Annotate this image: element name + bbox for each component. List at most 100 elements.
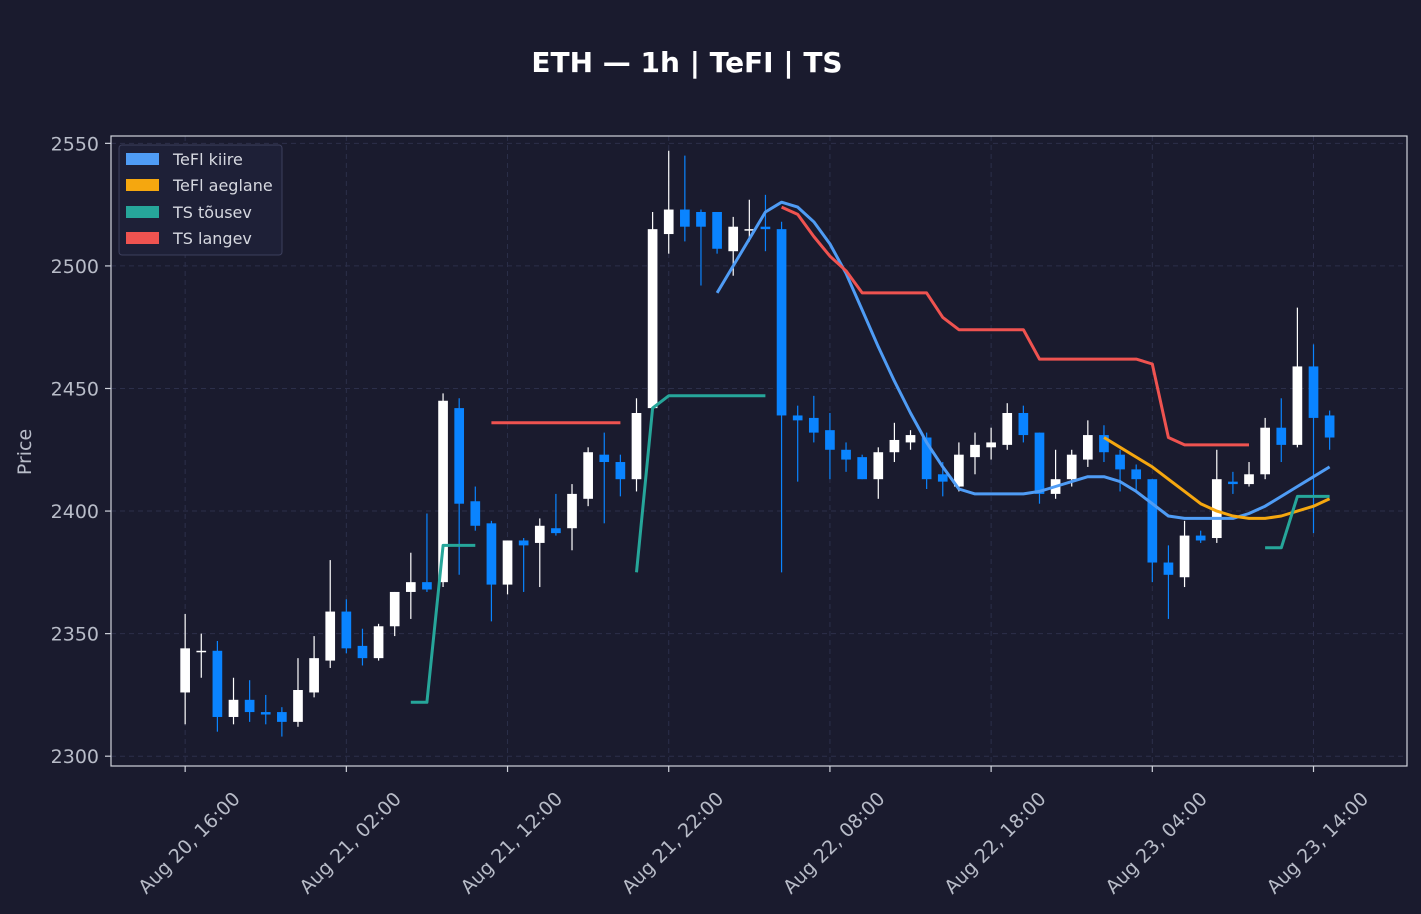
series-line-ts-t-usev <box>410 543 476 704</box>
candle-body <box>1115 454 1125 470</box>
candle-body <box>905 435 916 443</box>
candle <box>567 484 577 551</box>
candle <box>1083 420 1093 467</box>
candle-body <box>1179 535 1190 578</box>
legend-item-ts-up: TS tõusev <box>126 203 252 222</box>
candle-body <box>1099 435 1109 453</box>
candle <box>760 194 771 252</box>
series-line-ts-t-usev <box>635 394 766 573</box>
candle-body <box>405 582 416 592</box>
candle <box>615 454 626 497</box>
candle-body <box>357 645 368 659</box>
candle-body <box>486 523 497 585</box>
candle <box>486 520 497 622</box>
candle-body <box>696 211 706 227</box>
candle <box>808 395 819 443</box>
candle <box>1292 307 1303 448</box>
candle <box>325 560 336 668</box>
candle <box>534 518 545 588</box>
candle-body <box>1163 562 1174 575</box>
candle <box>776 221 787 573</box>
candle-body <box>389 591 400 627</box>
candle-body <box>196 650 207 653</box>
candle <box>1276 398 1287 463</box>
legend-item-ts-down: TS langev <box>126 229 252 248</box>
candle-body <box>1292 366 1303 445</box>
candle <box>196 633 207 678</box>
y-tick-label: 2300 <box>51 746 99 768</box>
candle <box>905 430 916 450</box>
candle-body <box>438 400 448 583</box>
candle <box>180 614 190 725</box>
candle-body <box>792 415 803 421</box>
candle <box>389 591 400 637</box>
candle <box>1099 425 1109 463</box>
legend-swatch-slow <box>126 179 159 191</box>
candle <box>986 427 996 460</box>
candle <box>309 636 319 698</box>
candle <box>712 211 722 254</box>
candle <box>696 209 706 286</box>
candle <box>744 199 755 242</box>
candle-body <box>309 658 319 693</box>
candle <box>293 658 303 727</box>
series-line-ts-langev <box>780 205 1249 447</box>
candle <box>1324 410 1335 450</box>
candle-body <box>1244 474 1254 485</box>
candle-body <box>712 211 722 249</box>
candle <box>663 150 674 254</box>
candle-body <box>1211 479 1222 539</box>
candle <box>857 454 867 480</box>
candle <box>277 707 287 737</box>
candle-body <box>1260 427 1270 475</box>
candle <box>1163 545 1174 619</box>
candle-body <box>1018 413 1029 436</box>
candle-body <box>1131 469 1142 480</box>
candle <box>1308 344 1319 534</box>
candle-body <box>551 528 561 534</box>
candle-body <box>857 457 867 480</box>
candle-body <box>422 582 432 590</box>
candle-body <box>1228 481 1238 485</box>
y-tick-label: 2400 <box>51 501 99 523</box>
candle-body <box>277 712 287 722</box>
candle <box>954 442 964 492</box>
candle-body <box>567 493 577 529</box>
candle-body <box>228 699 239 717</box>
candle-body <box>518 540 529 546</box>
candle <box>405 552 416 619</box>
legend-box <box>118 144 283 256</box>
candle-body <box>1083 435 1093 460</box>
candle <box>583 447 593 507</box>
candle <box>357 628 368 666</box>
candle-body <box>325 611 336 661</box>
candle <box>1002 403 1013 450</box>
candle-body <box>1034 432 1045 494</box>
candle <box>1179 520 1190 588</box>
candle-body <box>937 474 948 482</box>
candle <box>631 398 642 492</box>
candle <box>1211 449 1222 543</box>
candle <box>1131 464 1142 492</box>
candle-body <box>1066 454 1077 480</box>
candle <box>1195 530 1206 543</box>
candle <box>1244 462 1254 487</box>
candle-body <box>599 454 610 463</box>
candle-body <box>647 229 658 409</box>
candle <box>1260 417 1270 480</box>
legend-swatch-fast <box>126 153 159 165</box>
candle <box>244 680 255 722</box>
candle <box>889 422 900 463</box>
legend-swatch-ts-up <box>126 206 159 218</box>
candle-body <box>341 611 352 649</box>
candle <box>1018 405 1029 443</box>
series-line-tefl-kiire <box>715 200 1331 520</box>
candle-body <box>873 452 884 480</box>
y-axis-label: Price <box>14 429 36 475</box>
candle <box>825 413 835 480</box>
candle <box>873 447 884 499</box>
candle-body <box>825 430 835 450</box>
candle-body <box>1195 535 1206 541</box>
candle <box>260 694 271 725</box>
